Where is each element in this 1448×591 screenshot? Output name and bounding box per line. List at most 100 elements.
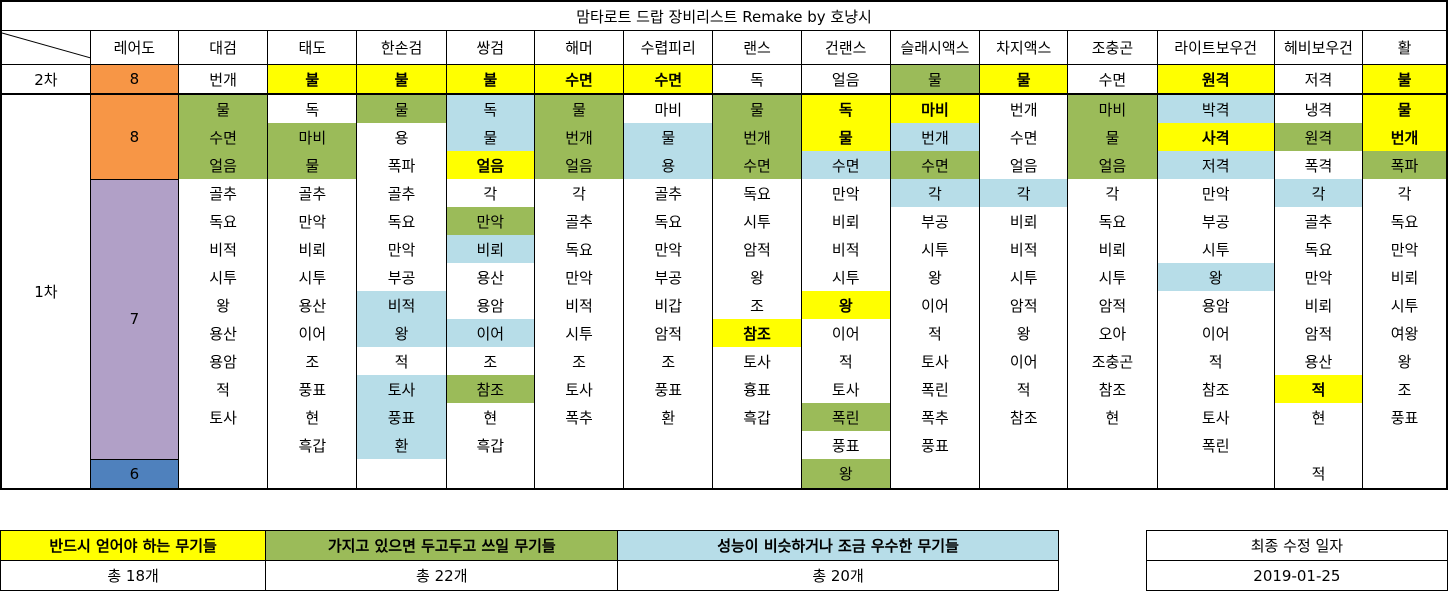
weapon-cell: 시투 — [1067, 263, 1158, 291]
weapon-cell: 독 — [267, 94, 357, 123]
weapon-cell: 번개 — [533, 123, 624, 151]
weapon-header: 건랜스 — [800, 30, 891, 65]
weapon-cell: 만악 — [623, 235, 713, 263]
weapon-cell: 시투 — [712, 207, 802, 235]
weapon-cell: 비뢰 — [267, 235, 357, 263]
page-title: 맘타로트 드랍 장비리스트 Remake by 호냥시 — [0, 0, 1448, 31]
weapon-cell: 독 — [445, 94, 535, 123]
weapon-cell: 독요 — [623, 207, 713, 235]
weapon-cell: 물 — [267, 151, 357, 179]
tier2-row: 2차 8 번개 불 불 불 수면 수면 독 얼음 물 물 수면 원격 저격 불 — [0, 64, 1448, 95]
weapon-cell: 물 — [800, 123, 891, 151]
weapon-cell: 폭린 — [800, 403, 891, 431]
weapon-cell: 용산 — [267, 291, 357, 319]
weapon-cell: 골추 — [356, 179, 447, 207]
table-row: 적 풍표 토사 참조 토사 풍표 흉표 토사 폭린 적 참조 참조 적 조 — [1, 375, 1447, 403]
weapon-cell — [177, 431, 268, 459]
weapon-cell: 독요 — [533, 235, 624, 263]
weapon-header: 라이트보우건 — [1156, 30, 1275, 65]
weapon-cell: 참조 — [712, 319, 802, 347]
weapon-cell: 이어 — [889, 291, 980, 319]
weapon-cell: 만악 — [445, 207, 535, 235]
weapon-cell: 왕 — [979, 319, 1068, 347]
weapon-cell: 흑갑 — [712, 403, 802, 431]
weapon-cell: 적 — [1273, 375, 1363, 403]
weapon-cell: 환 — [623, 403, 713, 431]
table-row: 토사 현 풍표 현 폭추 환 흑갑 폭린 폭추 참조 현 토사 현 풍표 — [1, 403, 1447, 431]
weapon-cell: 마비 — [1067, 94, 1158, 123]
table-row: 용산 이어 왕 이어 시투 암적 참조 이어 적 왕 오아 이어 암적 여왕 — [1, 319, 1447, 347]
weapon-cell: 용암 — [1156, 291, 1275, 319]
weapon-cell: 시투 — [889, 235, 980, 263]
weapon-cell: 부공 — [356, 263, 447, 291]
weapon-cell: 물 — [356, 94, 447, 123]
legend-row: 반드시 얻어야 하는 무기들 가지고 있으면 두고두고 쓰일 무기들 성능이 비… — [0, 530, 1448, 561]
title-row: 맘타로트 드랍 장비리스트 Remake by 호냥시 — [0, 0, 1448, 31]
weapon-cell: 용암 — [445, 291, 535, 319]
corner-diagonal-cell — [0, 30, 91, 65]
weapon-header: 슬래시액스 — [889, 30, 981, 65]
weapon-cell: 부공 — [623, 263, 713, 291]
weapon-cell: 물 — [177, 94, 268, 123]
legend-keep: 가지고 있으면 두고두고 쓰일 무기들 — [265, 530, 619, 561]
weapon-cell: 사격 — [1156, 123, 1275, 151]
weapon-cell: 박격 — [1156, 94, 1275, 123]
weapon-cell: 폭파 — [356, 151, 447, 179]
weapon-cell — [356, 459, 447, 489]
table-row: 7 골추 골추 골추 각 각 골추 독요 만악 각 각 각 만악 각 각 — [1, 178, 1447, 460]
weapon-cell: 만악 — [533, 263, 624, 291]
weapon-cell: 물 — [712, 94, 802, 123]
weapon-cell: 비적 — [533, 291, 624, 319]
weapon-header: 차지액스 — [979, 30, 1069, 65]
table-row: 왕 용산 비적 용암 비적 비갑 조 왕 이어 암적 암적 용암 비뢰 시투 — [1, 291, 1447, 319]
weapon-cell — [1362, 459, 1447, 489]
weapon-cell: 이어 — [800, 319, 891, 347]
weapon-cell: 참조 — [979, 403, 1068, 431]
weapon-cell: 만악 — [1273, 263, 1363, 291]
weapon-cell: 풍표 — [356, 403, 447, 431]
weapon-cell: 독요 — [712, 179, 802, 207]
weapon-cell — [445, 459, 535, 489]
weapon-cell: 원격 — [1156, 64, 1275, 95]
table-row: 흑갑 환 흑갑 풍표 풍표 폭린 — [1, 431, 1447, 459]
weapon-cell: 왕 — [1362, 347, 1447, 375]
weapon-cell — [979, 459, 1068, 489]
weapon-cell: 적 — [800, 347, 891, 375]
weapon-cell: 왕 — [1156, 263, 1275, 291]
weapon-cell: 냉격 — [1273, 94, 1363, 123]
weapon-cell: 얼음 — [800, 64, 891, 95]
grade-header: 레어도 — [89, 30, 179, 65]
weapon-cell: 용산 — [1273, 347, 1363, 375]
weapon-header: 활 — [1362, 30, 1448, 65]
weapon-cell — [889, 459, 980, 489]
weapon-cell: 용암 — [177, 347, 268, 375]
weapon-cell — [712, 459, 802, 489]
weapon-cell: 얼음 — [445, 151, 535, 179]
weapon-cell: 시투 — [979, 263, 1068, 291]
weapon-cell — [1362, 431, 1447, 459]
weapon-cell — [177, 459, 268, 489]
table-row: 6 왕 적 — [1, 458, 1447, 489]
weapon-cell: 폭추 — [889, 403, 980, 431]
weapon-cell: 얼음 — [979, 151, 1068, 179]
weapon-cell — [712, 431, 802, 459]
weapon-cell: 조 — [445, 347, 535, 375]
weapon-cell: 비적 — [356, 291, 447, 319]
grade-cell: 8 — [89, 64, 179, 95]
updated-date: 2019-01-25 — [1145, 560, 1448, 591]
weapon-cell: 원격 — [1273, 123, 1363, 151]
weapon-cell: 불 — [356, 64, 447, 95]
weapon-cell: 수면 — [979, 123, 1068, 151]
updated-label: 최종 수정 일자 — [1145, 530, 1448, 561]
weapon-cell: 골추 — [533, 207, 624, 235]
weapon-header: 해머 — [533, 30, 625, 65]
weapon-cell: 얼음 — [177, 151, 268, 179]
keep-count: 총 22개 — [265, 560, 619, 591]
weapon-cell: 풍표 — [1362, 403, 1447, 431]
weapon-cell: 흉표 — [712, 375, 802, 403]
weapon-cell: 번개 — [712, 123, 802, 151]
weapon-cell: 시투 — [267, 263, 357, 291]
weapon-cell: 왕 — [356, 319, 447, 347]
weapon-cell: 물 — [979, 64, 1069, 95]
weapon-cell: 수면 — [889, 151, 980, 179]
